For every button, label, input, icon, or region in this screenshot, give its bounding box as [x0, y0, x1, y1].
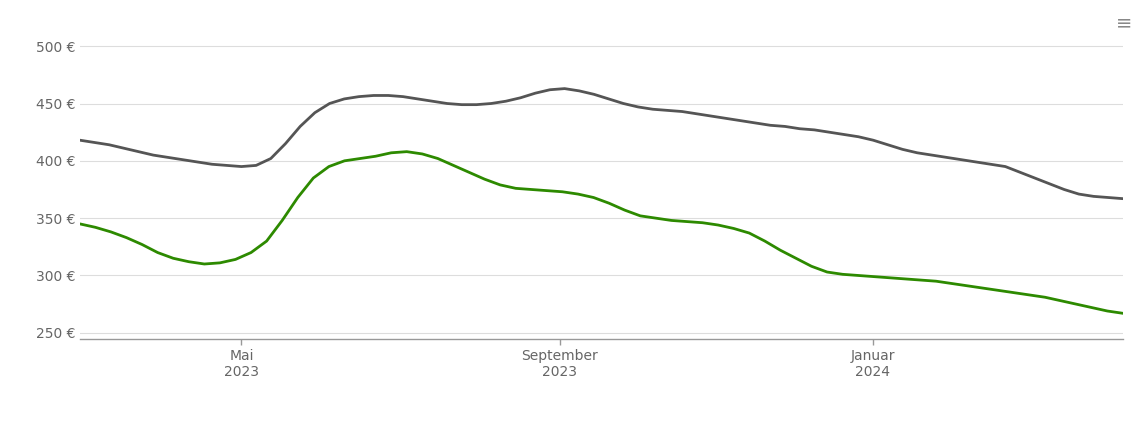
Text: ≡: ≡ — [1116, 13, 1132, 32]
